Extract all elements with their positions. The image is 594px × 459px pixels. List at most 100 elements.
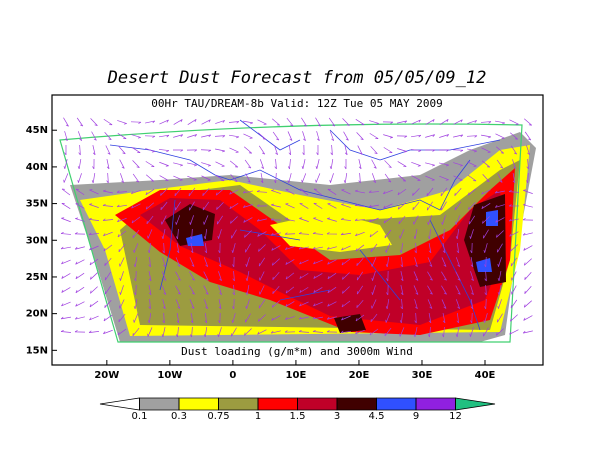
- colorbar-label: 1.5: [290, 411, 306, 422]
- wind-arrow: [75, 217, 85, 222]
- wind-arrow: [397, 188, 407, 196]
- wind-arrow: [383, 189, 393, 195]
- wind-arrow: [312, 231, 324, 235]
- wind-arrow: [509, 329, 519, 335]
- wind-arrow: [270, 218, 282, 221]
- wind-arrow: [89, 258, 99, 266]
- wind-arrow: [231, 229, 237, 239]
- wind-arrow: [411, 175, 421, 181]
- wind-arrow: [230, 174, 238, 183]
- colorbar-label: 12: [449, 411, 462, 422]
- wind-arrow: [470, 257, 474, 268]
- wind-arrow: [427, 215, 433, 225]
- wind-arrow: [441, 201, 447, 211]
- wind-arrow: [397, 174, 407, 182]
- wind-arrow: [397, 148, 407, 153]
- wind-arrow: [313, 203, 323, 209]
- wind-arrow: [455, 215, 461, 225]
- wind-arrow: [175, 257, 181, 267]
- wind-arrow: [147, 312, 152, 324]
- wind-arrow: [245, 299, 250, 309]
- wind-arrow: [285, 259, 295, 265]
- wind-arrow: [313, 301, 323, 307]
- wind-arrow: [64, 144, 67, 156]
- wind-arrow: [60, 329, 72, 333]
- wind-arrow: [202, 187, 210, 197]
- wind-arrow: [88, 330, 100, 333]
- wind-arrow: [371, 271, 376, 281]
- wind-arrow: [285, 301, 295, 307]
- wind-arrow: [399, 229, 405, 239]
- wind-arrow: [74, 330, 86, 333]
- wind-arrow: [75, 286, 85, 294]
- wind-arrow: [60, 231, 72, 235]
- wind-arrow: [131, 134, 141, 139]
- wind-arrow: [524, 286, 532, 294]
- wind-arrow: [271, 315, 281, 321]
- wind-arrow: [511, 271, 517, 281]
- x-tick-label: 10W: [157, 370, 182, 381]
- wind-arrow: [484, 298, 487, 310]
- wind-arrow: [244, 328, 252, 336]
- wind-arrow: [439, 162, 449, 167]
- wind-arrow: [315, 159, 320, 169]
- wind-arrow: [470, 312, 473, 324]
- wind-arrow: [61, 259, 71, 265]
- wind-arrow: [119, 271, 124, 281]
- x-tick-label: 20W: [94, 370, 119, 381]
- wind-arrow: [341, 300, 351, 308]
- wind-arrow: [117, 328, 127, 336]
- wind-arrow: [272, 271, 280, 281]
- wind-arrow: [356, 132, 364, 141]
- wind-arrow: [74, 232, 86, 235]
- wind-arrow: [61, 203, 71, 209]
- colorbar-label: 0.1: [132, 411, 148, 422]
- wind-arrow: [285, 286, 295, 294]
- wind-arrow: [259, 159, 265, 169]
- wind-arrow: [243, 217, 253, 223]
- map: 00Hr TAU/DREAM-8b Valid: 12Z Tue 05 MAY …: [26, 94, 544, 381]
- wind-arrow: [200, 149, 212, 152]
- wind-arrow: [285, 189, 295, 195]
- wind-arrow: [341, 315, 351, 321]
- wind-arrow: [119, 257, 125, 267]
- wind-arrow: [245, 285, 250, 296]
- wind-arrow: [218, 312, 221, 324]
- wind-arrow: [203, 299, 209, 309]
- wind-arrow: [175, 271, 181, 281]
- wind-arrow: [385, 257, 390, 268]
- wind-arrow: [203, 271, 209, 281]
- wind-arrow: [145, 174, 155, 182]
- colorbar-label: 3: [334, 411, 340, 422]
- wind-arrow: [272, 285, 280, 295]
- wind-arrow: [104, 132, 112, 141]
- wind-arrow: [232, 284, 235, 296]
- wind-arrow: [258, 299, 266, 309]
- wind-arrow: [399, 312, 403, 324]
- wind-arrow: [313, 287, 323, 293]
- wind-arrow: [371, 257, 377, 267]
- wind-arrow: [329, 173, 334, 183]
- wind-arrow: [453, 162, 463, 167]
- wind-arrow: [102, 203, 114, 207]
- dust-region: [140, 190, 505, 325]
- wind-arrow: [413, 327, 418, 338]
- wind-arrow: [232, 270, 235, 282]
- wind-arrow: [103, 314, 113, 322]
- wind-arrow: [243, 133, 253, 139]
- wind-arrow: [116, 190, 128, 193]
- wind-arrow: [344, 158, 347, 170]
- wind-arrow: [105, 145, 111, 155]
- wind-arrow: [509, 119, 519, 125]
- dust-region: [270, 212, 392, 252]
- wind-arrow: [284, 316, 295, 320]
- wind-arrow: [384, 327, 392, 337]
- wind-arrow: [298, 246, 309, 250]
- wind-arrow: [369, 133, 379, 139]
- wind-arrow: [512, 173, 516, 184]
- wind-arrow: [483, 327, 489, 337]
- wind-arrow: [439, 175, 449, 181]
- wind-arrow: [117, 217, 127, 223]
- wind-arrow: [358, 172, 361, 184]
- wind-arrow: [523, 203, 533, 208]
